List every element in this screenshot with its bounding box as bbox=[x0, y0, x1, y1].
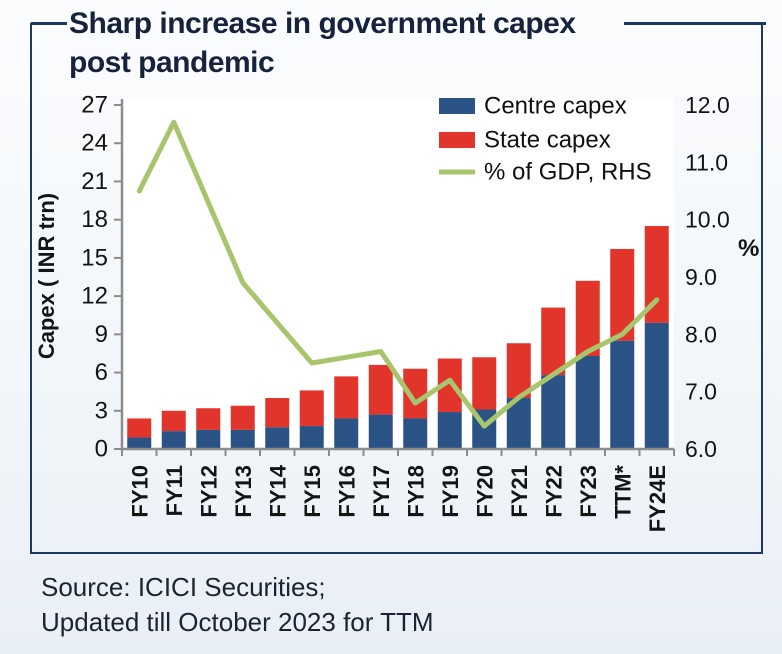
bar-centre-FY12 bbox=[196, 429, 221, 449]
y-tick-label-21: 21 bbox=[81, 168, 108, 195]
source-line1: Source: ICICI Securities; bbox=[41, 572, 326, 602]
frame-top-border-left bbox=[31, 22, 67, 25]
bar-state-FY10 bbox=[127, 418, 152, 438]
bar-centre-FY14 bbox=[265, 427, 290, 449]
chart-title: Sharp increase in government capex post … bbox=[69, 4, 629, 82]
y-tick-label-15: 15 bbox=[81, 244, 108, 271]
bar-state-FY23 bbox=[575, 280, 600, 356]
chart-title-line1: Sharp increase in government capex bbox=[69, 7, 576, 40]
x-tick-label-FY21: FY21 bbox=[507, 465, 532, 518]
bar-centre-FY10 bbox=[127, 437, 152, 449]
legend-swatch-centre-capex bbox=[439, 98, 475, 114]
legend-label-centre-capex: Centre capex bbox=[484, 93, 627, 120]
bar-centre-FY22 bbox=[541, 375, 566, 449]
y-tick-label-24: 24 bbox=[81, 130, 108, 157]
x-tick-label-FY17: FY17 bbox=[369, 465, 394, 518]
legend-swatch-gdp-line bbox=[439, 169, 475, 175]
bar-centre-FY15 bbox=[299, 426, 324, 449]
bar-state-FY21 bbox=[506, 343, 531, 399]
x-tick-label-FY11: FY11 bbox=[162, 465, 187, 516]
bar-centre-FY11 bbox=[161, 431, 186, 449]
bar-centre-FY13 bbox=[230, 429, 255, 449]
bar-centre-FY19 bbox=[437, 412, 462, 449]
right-tick-label-11.0: 11.0 bbox=[685, 149, 728, 175]
source-line2: Updated till October 2023 for TTM bbox=[41, 607, 434, 638]
chart-frame: Sharp increase in government capex post … bbox=[30, 7, 766, 554]
bar-centre-FY18 bbox=[403, 418, 428, 449]
y-tick-label-12: 12 bbox=[81, 283, 108, 310]
x-tick-label-FY15: FY15 bbox=[300, 465, 325, 518]
right-tick-label-12.0: 12.0 bbox=[685, 92, 730, 118]
bar-state-FY14 bbox=[265, 398, 290, 428]
legend-label-state-capex: State capex bbox=[484, 127, 611, 154]
x-tick-label-FY19: FY19 bbox=[438, 465, 463, 518]
bar-state-FY20 bbox=[472, 357, 497, 410]
frame-top-border-right bbox=[624, 22, 766, 25]
right-tick-label-6.0: 6.0 bbox=[685, 436, 717, 462]
y-tick-label-9: 9 bbox=[95, 321, 108, 348]
right-tick-label-9.0: 9.0 bbox=[685, 264, 717, 290]
bar-state-FY22 bbox=[541, 307, 566, 376]
right-axis-unit-label: % bbox=[738, 235, 759, 262]
bar-state-FY12 bbox=[196, 408, 221, 430]
y-tick-label-27: 27 bbox=[81, 92, 108, 119]
x-tick-label-FY12: FY12 bbox=[196, 465, 221, 518]
x-tick-label-FY10: FY10 bbox=[127, 465, 152, 518]
x-tick-label-FY24E: FY24E bbox=[645, 465, 670, 532]
capex-chart: 0 3 6 9 12 15 18 21 24 27 6.0 7.0 8.0 9.0 10.0 11.0 12.0… bbox=[34, 92, 759, 533]
gdp-line bbox=[136, 119, 660, 429]
x-tick-label-TTM*: TTM* bbox=[610, 465, 635, 519]
y-tick-label-3: 3 bbox=[95, 397, 108, 424]
bar-centre-TTM* bbox=[610, 340, 635, 449]
legend-swatch-state-capex bbox=[439, 132, 475, 148]
x-tick-label-FY16: FY16 bbox=[334, 465, 359, 518]
bar-state-FY13 bbox=[230, 405, 255, 430]
right-tick-label-8.0: 8.0 bbox=[685, 321, 717, 347]
bar-state-FY11 bbox=[161, 410, 186, 432]
y-axis-title: Capex ( INR trn) bbox=[34, 193, 59, 359]
bar-centre-FY23 bbox=[575, 355, 600, 449]
chart-title-line2: post pandemic bbox=[69, 46, 275, 79]
right-tick-label-10.0: 10.0 bbox=[685, 207, 730, 233]
bar-centre-FY24E bbox=[644, 322, 669, 449]
x-tick-label-FY14: FY14 bbox=[265, 464, 290, 517]
x-tick-label-FY22: FY22 bbox=[541, 465, 566, 518]
x-tick-label-FY23: FY23 bbox=[576, 465, 601, 518]
right-tick-label-7.0: 7.0 bbox=[685, 379, 717, 405]
bar-state-FY17 bbox=[368, 364, 393, 415]
x-tick-label-FY13: FY13 bbox=[231, 465, 256, 518]
x-tick-label-FY18: FY18 bbox=[403, 465, 428, 518]
x-tick-label-FY20: FY20 bbox=[472, 465, 497, 518]
bar-centre-FY17 bbox=[368, 414, 393, 449]
bar-centre-FY16 bbox=[334, 418, 359, 449]
source-note: Source: ICICI Securities; Updated till O… bbox=[41, 570, 761, 640]
bar-state-FY16 bbox=[334, 376, 359, 419]
legend-label-gdp-line: % of GDP, RHS bbox=[484, 159, 652, 186]
y-tick-label-0: 0 bbox=[95, 436, 108, 463]
y-tick-label-18: 18 bbox=[81, 206, 108, 233]
bar-state-FY15 bbox=[299, 390, 324, 427]
y-tick-label-6: 6 bbox=[95, 359, 108, 386]
